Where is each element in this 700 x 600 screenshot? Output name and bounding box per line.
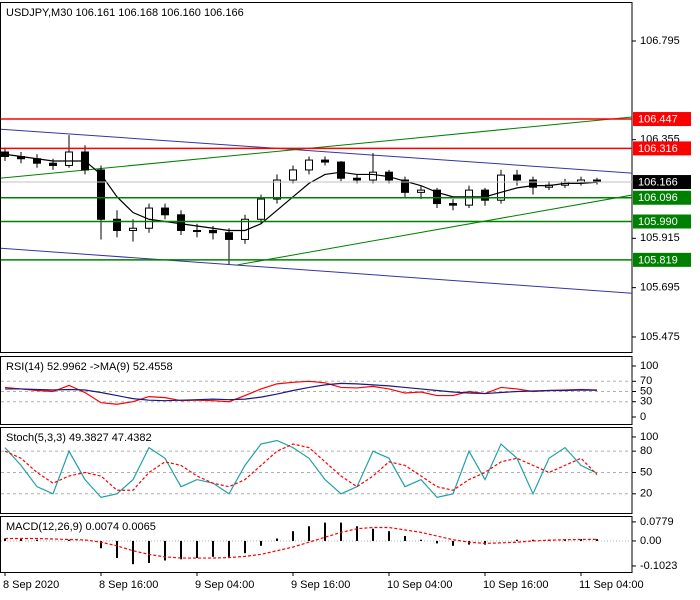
indicator-line [4, 443, 598, 491]
level-box [633, 112, 691, 127]
candle-body [449, 203, 457, 206]
x-tick-label: 10 Sep 04:00 [387, 579, 452, 591]
y-tick-label: 100 [640, 360, 658, 372]
trend-line [235, 194, 632, 266]
x-tick-label: 11 Sep 04:00 [579, 579, 644, 591]
indicator-line [4, 439, 598, 499]
x-tick-label: 8 Sep 16:00 [99, 579, 158, 591]
y-tick-label: 100 [640, 431, 658, 443]
y-tick-label: 105.915 [640, 232, 680, 244]
candle-body [529, 179, 537, 188]
level-label: 106.096 [638, 192, 678, 204]
y-tick-label: 0 [640, 411, 646, 423]
candle-body [433, 189, 441, 205]
y-tick-label: 20 [640, 488, 652, 500]
candle-body [481, 189, 489, 201]
panel-frame [0, 2, 633, 353]
indicator-line [4, 380, 598, 405]
level-box [633, 141, 691, 156]
candle-body [129, 227, 137, 231]
candle-body [225, 232, 233, 240]
indicator-line [5, 382, 598, 402]
level-box [633, 214, 691, 229]
panel-title: RSI(14) 52.9962 ->MA(9) 52.4558 [6, 361, 173, 373]
candle-body [209, 229, 217, 234]
candle-body [417, 189, 425, 193]
x-tick-label: 10 Sep 16:00 [483, 579, 548, 591]
level-label: 106.447 [638, 113, 678, 125]
panel-plot [1, 380, 632, 405]
y-tick-label: 0.00 [640, 535, 661, 547]
candle-body [161, 207, 169, 216]
panel-title: USDJPY,M30 106.161 106.168 106.160 106.1… [6, 7, 244, 19]
candle-body [321, 159, 329, 163]
level-label: 106.316 [638, 143, 678, 155]
y-tick-label: -0.1023 [640, 560, 677, 572]
candle-body [401, 179, 409, 193]
candle-body [289, 169, 297, 181]
panel-frame [0, 356, 633, 425]
candle-body [369, 171, 377, 181]
y-tick-label: 50 [640, 385, 652, 397]
panel-plot [1, 116, 632, 294]
y-tick-label: 70 [640, 375, 652, 387]
level-label: 105.990 [638, 216, 678, 228]
level-box [633, 175, 691, 190]
x-tick-label: 8 Sep 2020 [3, 579, 59, 591]
candle-body [177, 214, 185, 231]
panel-frame [0, 427, 633, 514]
y-tick-label: 105.475 [640, 331, 680, 343]
candle-body [193, 229, 201, 232]
y-tick-label: 0.0779 [640, 516, 674, 528]
y-tick-label: 80 [640, 445, 652, 457]
candle-body [513, 174, 521, 181]
panel-title: MACD(12,26,9) 0.0074 0.0065 [6, 521, 156, 533]
trend-line [1, 247, 632, 294]
candle-body [65, 151, 73, 166]
candle-body [273, 179, 281, 200]
level-label: 105.819 [638, 254, 678, 266]
candle-body [337, 161, 345, 179]
panel-frame [0, 516, 633, 573]
y-tick-label: 30 [640, 396, 652, 408]
panel-plot [1, 439, 632, 499]
candle-body [497, 174, 505, 201]
trend-line [1, 116, 632, 179]
y-tick-label: 105.695 [640, 282, 680, 294]
candle-body [353, 177, 361, 181]
candle-body [257, 198, 265, 220]
indicator-line [5, 526, 598, 559]
candle-body [113, 218, 121, 231]
trend-line [1, 128, 632, 174]
x-tick-label: 9 Sep 04:00 [195, 579, 254, 591]
candle-body [97, 169, 105, 220]
candle-body [49, 162, 57, 166]
level-box [633, 252, 691, 267]
panel-plot [1, 522, 632, 565]
y-tick-label: 106.795 [640, 35, 680, 47]
level-box [633, 190, 691, 205]
candle-body [305, 159, 313, 171]
indicator-line [4, 153, 598, 232]
y-tick-label: 50 [640, 466, 652, 478]
x-tick-label: 9 Sep 16:00 [291, 579, 350, 591]
level-label: 106.166 [638, 176, 678, 188]
panel-title: Stoch(5,3,3) 49.3827 47.4382 [6, 432, 152, 444]
